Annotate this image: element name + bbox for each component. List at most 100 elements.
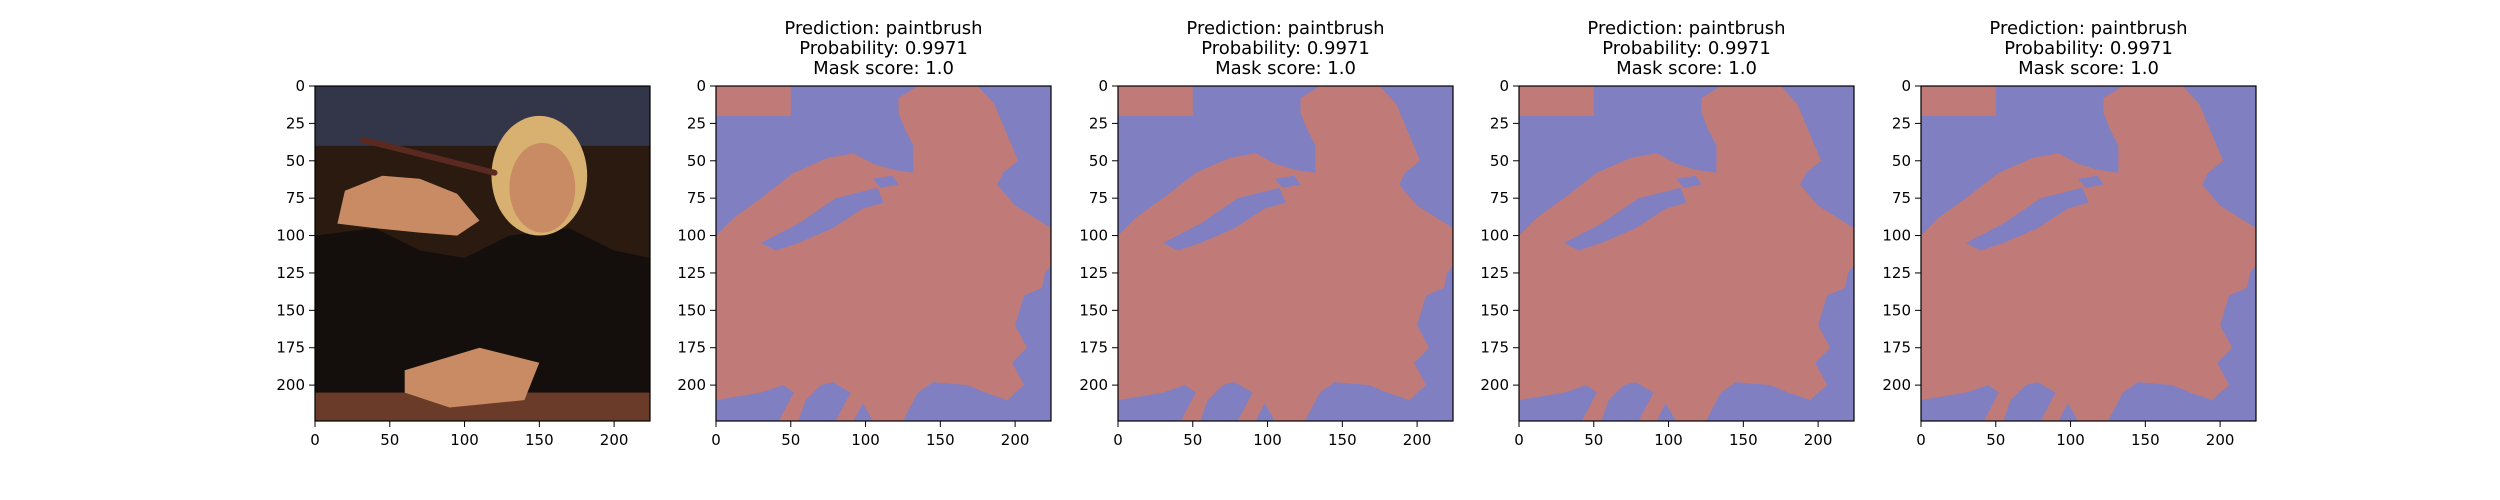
y-tick-label: 75 [1089,189,1108,207]
mask-hole-arm [1563,187,1687,251]
panel-title-line: Probability: 0.9971 [1602,38,1771,59]
photo-hand-arm [337,175,480,236]
y-tick-label: 200 [677,376,706,394]
y-tick-label: 50 [687,152,706,170]
mask-foreground-region [1519,86,1854,421]
y-tick-label: 50 [286,152,305,170]
panel-2: 0 50 100 150 200 0 25 50 75 100 125 150 175 200 Predic… [677,18,1052,449]
panel-1: 0 50 100 150 200 0 25 50 75 100 125 150 175 200 [276,77,651,449]
mask-foreground-region [1118,86,1453,421]
mask-hole-arm [1965,187,2089,251]
y-tick-label: 100 [1480,227,1509,245]
mask-corner-region [1921,86,1996,116]
x-tick-label: 50 [1584,431,1603,449]
y-tick-label: 200 [1882,376,1911,394]
panel-title-line: Mask score: 1.0 [813,58,954,79]
mask-corner-region [1519,86,1594,116]
mask-hole-small [2078,175,2104,188]
y-tick-label: 0 [1901,77,1911,95]
input-photo [315,86,650,421]
x-tick-label: 150 [1328,431,1357,449]
x-tick-label: 0 [1514,431,1524,449]
y-tick-label: 175 [1882,339,1911,357]
y-tick-label: 100 [276,227,305,245]
axes-frame [715,85,1052,422]
mask-corner-region [716,86,791,116]
x-tick-label: 100 [1654,431,1683,449]
y-tick-label: 150 [1079,301,1108,319]
mask-corner-region [1118,86,1193,116]
mask-hole-arm [1162,187,1286,251]
x-tick-label: 200 [1804,431,1833,449]
x-tick-label: 0 [1113,431,1123,449]
axes-frame [1920,85,2257,422]
axes-frame [1117,85,1454,422]
y-tick-label: 150 [1480,301,1509,319]
panel-5: 0 50 100 150 200 0 25 50 75 100 125 150 175 200 Predic… [1882,18,2257,449]
mask-hole-small [1275,175,1301,188]
y-tick-label: 200 [276,376,305,394]
x-tick-label: 150 [926,431,955,449]
y-tick-label: 25 [286,114,305,132]
y-tick-label: 100 [1882,227,1911,245]
panel-title-line: Prediction: paintbrush [1186,18,1384,39]
mask-foreground-region [716,86,1051,421]
panel-title-line: Mask score: 1.0 [1215,58,1356,79]
y-tick-label: 75 [1490,189,1509,207]
y-tick-label: 0 [1499,77,1509,95]
y-tick-label: 75 [1892,189,1911,207]
panel-title-line: Prediction: paintbrush [784,18,982,39]
mask-overlay-image [1118,86,1453,421]
y-tick-label: 0 [295,77,305,95]
x-tick-label: 100 [851,431,880,449]
y-tick-label: 75 [687,189,706,207]
y-tick-label: 125 [1079,264,1108,282]
y-tick-label: 200 [1079,376,1108,394]
panel-3: 0 50 100 150 200 0 25 50 75 100 125 150 175 200 Predic… [1079,18,1454,449]
y-tick-label: 125 [677,264,706,282]
y-tick-label: 150 [276,301,305,319]
y-tick-label: 125 [1882,264,1911,282]
x-tick-label: 200 [2206,431,2235,449]
mask-hole-arm [760,187,884,251]
y-tick-label: 100 [677,227,706,245]
y-tick-label: 25 [1490,114,1509,132]
y-tick-label: 150 [677,301,706,319]
y-tick-label: 175 [1480,339,1509,357]
y-tick-label: 200 [1480,376,1509,394]
mask-foreground-region [1921,86,2256,421]
y-tick-label: 175 [1079,339,1108,357]
photo-paintbrush [359,136,498,176]
x-tick-label: 0 [1916,431,1926,449]
x-tick-label: 0 [711,431,721,449]
mask-overlay-image [1921,86,2256,421]
mask-hole-small [873,175,899,188]
y-tick-label: 0 [696,77,706,95]
y-tick-label: 25 [1089,114,1108,132]
x-tick-label: 150 [2131,431,2160,449]
y-tick-label: 50 [1892,152,1911,170]
y-tick-label: 25 [687,114,706,132]
y-tick-label: 175 [276,339,305,357]
y-tick-label: 100 [1079,227,1108,245]
x-tick-label: 0 [310,431,320,449]
y-tick-label: 50 [1089,152,1108,170]
y-tick-label: 25 [1892,114,1911,132]
panel-title-line: Mask score: 1.0 [1616,58,1757,79]
x-tick-label: 100 [2056,431,2085,449]
panel-title-line: Prediction: paintbrush [1989,18,2187,39]
y-tick-label: 175 [677,339,706,357]
y-tick-label: 150 [1882,301,1911,319]
y-tick-label: 125 [276,264,305,282]
photo-jacket [315,228,650,421]
x-tick-label: 200 [1403,431,1432,449]
x-tick-label: 50 [1986,431,2005,449]
y-tick-label: 50 [1490,152,1509,170]
x-tick-label: 200 [1001,431,1030,449]
panel-title-line: Probability: 0.9971 [1201,38,1370,59]
photo-window-light [315,86,650,146]
y-tick-label: 75 [286,189,305,207]
x-tick-label: 50 [380,431,399,449]
photo-lower-hand [404,347,540,408]
